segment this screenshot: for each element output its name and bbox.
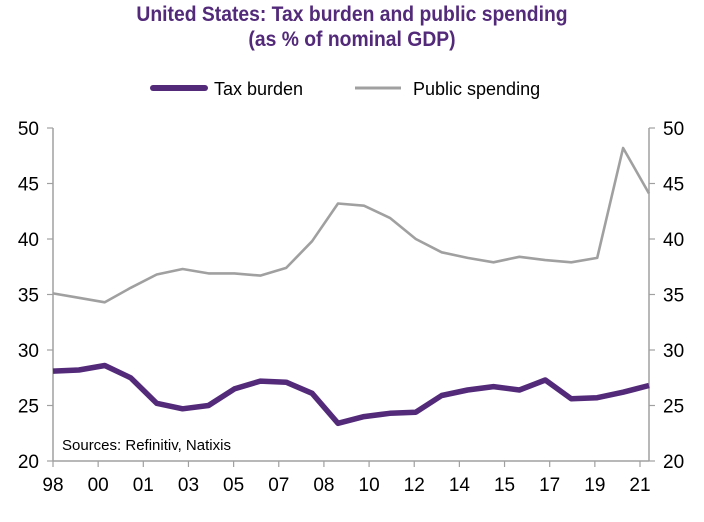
source-annotation: Sources: Refinitiv, Natixis xyxy=(62,437,231,454)
y-tick-label-right: 50 xyxy=(663,119,684,140)
y-tick-label-left: 50 xyxy=(18,119,39,140)
y-tick-label-right: 30 xyxy=(663,341,684,362)
y-tick-label-right: 35 xyxy=(663,286,684,307)
y-tick-label-right: 45 xyxy=(663,175,684,196)
y-tick-label-right: 25 xyxy=(663,397,684,418)
x-tick-label: 98 xyxy=(42,475,63,496)
chart-title: United States: Tax burden and public spe… xyxy=(28,2,676,52)
y-tick-label-left: 30 xyxy=(18,341,39,362)
x-tick-label: 17 xyxy=(539,475,560,496)
y-tick-label-left: 20 xyxy=(18,452,39,473)
x-tick-label: 19 xyxy=(584,475,605,496)
x-tick-label: 21 xyxy=(629,475,650,496)
y-tick-label-right: 20 xyxy=(663,452,684,473)
legend-label-tax-burden: Tax burden xyxy=(214,79,303,99)
x-tick-label: 00 xyxy=(88,475,109,496)
y-tick-label-right: 40 xyxy=(663,230,684,251)
x-tick-label: 01 xyxy=(133,475,154,496)
x-tick-label: 15 xyxy=(494,475,515,496)
y-tick-label-left: 35 xyxy=(18,286,39,307)
y-tick-label-left: 45 xyxy=(18,175,39,196)
x-tick-label: 12 xyxy=(404,475,425,496)
chart-subtitle: (as % of nominal GDP) xyxy=(248,28,456,51)
x-tick-label: 03 xyxy=(178,475,199,496)
x-tick-label: 10 xyxy=(359,475,380,496)
x-tick-label: 08 xyxy=(313,475,334,496)
x-tick-label: 05 xyxy=(223,475,244,496)
axes: 20 20 25 25 30 30 35 35 40 40 45 45 50 50 98 00 01 03 05 07… xyxy=(18,119,684,496)
series-group xyxy=(52,146,651,427)
series-line-tax-burden xyxy=(52,362,650,427)
legend-label-public-spending: Public spending xyxy=(413,79,540,99)
y-tick-label-left: 40 xyxy=(18,230,39,251)
legend: Tax burden Public spending xyxy=(150,79,540,99)
series-line-public-spending xyxy=(52,146,651,304)
y-tick-label-left: 25 xyxy=(18,397,39,418)
x-tick-label: 14 xyxy=(449,475,471,496)
chart-title-main: United States: Tax burden and public spe… xyxy=(136,3,568,26)
x-tick-label: 07 xyxy=(268,475,289,496)
